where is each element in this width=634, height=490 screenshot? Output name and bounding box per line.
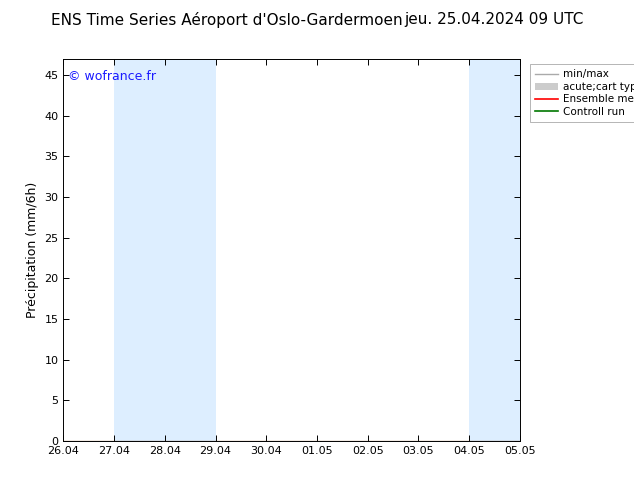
Text: jeu. 25.04.2024 09 UTC: jeu. 25.04.2024 09 UTC [404, 12, 583, 27]
Text: © wofrance.fr: © wofrance.fr [68, 70, 156, 83]
Bar [114, 59, 216, 441]
Legend: min/max, acute;cart type, Ensemble mean run, Controll run: min/max, acute;cart type, Ensemble mean … [529, 64, 634, 122]
Text: ENS Time Series Aéroport d'Oslo-Gardermoen: ENS Time Series Aéroport d'Oslo-Gardermo… [51, 12, 403, 28]
Bar [469, 59, 571, 441]
Y-axis label: Précipitation (mm/6h): Précipitation (mm/6h) [26, 182, 39, 318]
